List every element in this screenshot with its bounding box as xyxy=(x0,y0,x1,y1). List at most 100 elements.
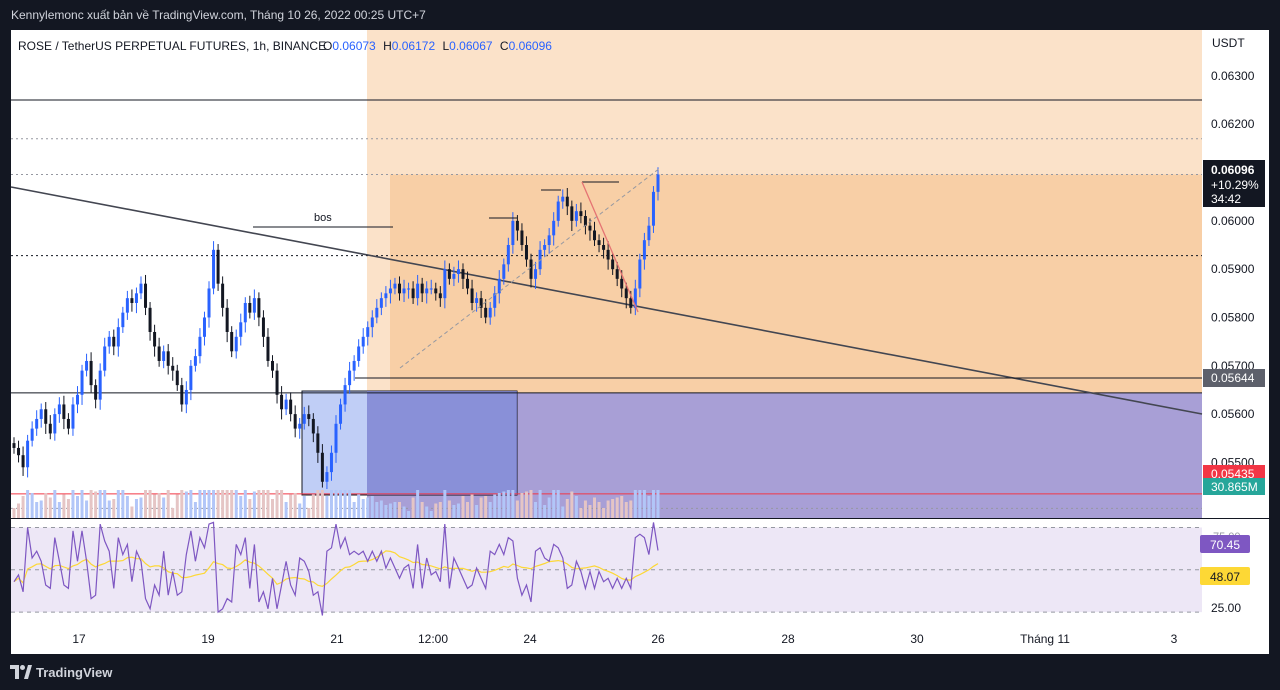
candle-body xyxy=(171,365,175,371)
right-axis-background xyxy=(1202,30,1269,518)
candle xyxy=(638,253,642,298)
candle xyxy=(325,466,329,490)
y-tick-label: 0.05600 xyxy=(1211,407,1255,421)
volume-bar xyxy=(53,490,57,518)
volume-bar xyxy=(479,497,483,518)
candle xyxy=(39,403,43,428)
candle xyxy=(121,306,125,333)
candle-body xyxy=(44,409,48,424)
candle-body xyxy=(456,269,460,274)
volume-bar xyxy=(134,499,138,518)
candle-body xyxy=(175,370,179,386)
candle xyxy=(112,329,116,356)
candle xyxy=(257,292,261,327)
candle xyxy=(166,344,170,375)
volume-bar xyxy=(103,490,107,518)
volume-bar xyxy=(171,508,175,518)
volume-bar xyxy=(80,490,84,518)
volume-bar xyxy=(334,490,338,518)
candle xyxy=(647,216,651,246)
candle-body xyxy=(239,322,243,337)
volume-bar xyxy=(207,490,211,518)
volume-bar xyxy=(611,499,615,518)
candle xyxy=(343,377,347,412)
candle xyxy=(384,286,388,307)
volume-bar xyxy=(429,511,433,518)
candle xyxy=(243,297,247,333)
volume-bar xyxy=(261,490,265,518)
volume-bar xyxy=(189,490,193,518)
candle xyxy=(456,260,460,283)
candle-body xyxy=(620,278,624,289)
tradingview-logo-icon xyxy=(10,665,32,679)
price-chart[interactable]: 0.063000.062000.060000.059000.058000.057… xyxy=(0,0,1280,654)
volume-bar xyxy=(89,490,93,518)
trendline-layer xyxy=(10,186,1203,415)
volume-bar xyxy=(94,491,98,518)
candle-body xyxy=(388,288,392,294)
volume-bar xyxy=(488,502,492,518)
candle xyxy=(21,446,25,476)
candle xyxy=(370,310,374,338)
time-axis-background xyxy=(11,624,1269,654)
volume-bar xyxy=(302,496,306,518)
candle-body xyxy=(329,452,333,473)
candle-body xyxy=(17,447,21,456)
candle xyxy=(420,277,424,303)
svg-text:30.865M: 30.865M xyxy=(1211,480,1258,494)
volume-bar xyxy=(62,494,66,518)
candle-body xyxy=(180,385,184,405)
volume-bar xyxy=(411,497,415,518)
candle-body xyxy=(39,409,43,419)
bar-countdown: 34:42 xyxy=(1211,192,1241,206)
volume-bar xyxy=(329,490,333,518)
candle xyxy=(80,364,84,405)
volume-bar xyxy=(443,490,447,518)
volume-bar xyxy=(221,490,225,518)
volume-bar xyxy=(35,502,39,518)
candle-body xyxy=(71,404,75,429)
volume-bar xyxy=(361,499,365,518)
candle xyxy=(44,402,48,434)
volume-bar xyxy=(570,491,574,518)
symbol-line: ROSE / TetherUS PERPETUAL FUTURES, 1h, B… xyxy=(18,39,326,53)
candle xyxy=(153,324,157,357)
candle-body xyxy=(289,399,293,415)
volume-bar xyxy=(243,490,247,518)
candle-body xyxy=(162,351,166,361)
candle xyxy=(651,186,655,233)
volume-bar xyxy=(66,499,70,518)
candle-body xyxy=(502,264,506,279)
candle-body xyxy=(302,414,306,424)
volume-bar xyxy=(280,490,284,518)
volume-bar xyxy=(198,490,202,518)
candle xyxy=(656,167,660,201)
volume-bar xyxy=(216,490,220,518)
volume-bar xyxy=(438,502,442,518)
volume-bar xyxy=(184,491,188,518)
candle xyxy=(475,292,479,312)
candle xyxy=(606,241,610,270)
volume-bar xyxy=(121,490,125,518)
candle xyxy=(280,386,284,420)
candle xyxy=(12,437,16,454)
candle xyxy=(570,200,574,231)
volume-bar xyxy=(583,500,587,518)
candle xyxy=(466,271,470,295)
candle xyxy=(615,261,619,287)
volume-bar xyxy=(538,490,542,518)
candle xyxy=(234,329,238,359)
volume-bar xyxy=(357,494,361,518)
candle-body xyxy=(429,288,433,290)
volume-bar xyxy=(252,491,256,518)
candle-body xyxy=(574,211,578,221)
volume-bar xyxy=(493,494,497,518)
volume-bar xyxy=(225,490,229,518)
zone-supply-premium-zone xyxy=(367,30,1202,175)
candle-body xyxy=(293,414,297,429)
candle xyxy=(53,408,57,441)
candle-body xyxy=(252,298,256,313)
currency-label: USDT xyxy=(1212,36,1245,50)
candle-body xyxy=(184,389,188,405)
volume-bar xyxy=(602,508,606,518)
